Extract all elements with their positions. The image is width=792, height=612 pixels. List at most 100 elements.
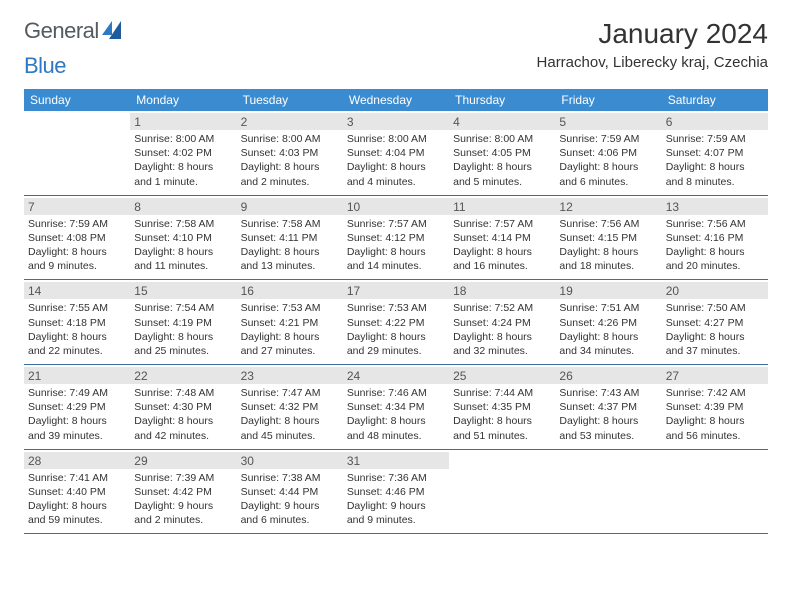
sunset-line: Sunset: 4:22 PM bbox=[347, 316, 445, 330]
week-row: 21Sunrise: 7:49 AMSunset: 4:29 PMDayligh… bbox=[24, 365, 768, 450]
logo: General bbox=[24, 18, 121, 44]
day-cell: 30Sunrise: 7:38 AMSunset: 4:44 PMDayligh… bbox=[237, 450, 343, 534]
sunrise-line: Sunrise: 7:53 AM bbox=[347, 301, 445, 315]
week-row: 7Sunrise: 7:59 AMSunset: 4:08 PMDaylight… bbox=[24, 196, 768, 281]
day-cell bbox=[662, 450, 768, 534]
sunrise-line: Sunrise: 7:57 AM bbox=[347, 217, 445, 231]
day-cell bbox=[24, 111, 130, 195]
sunset-line: Sunset: 4:07 PM bbox=[666, 146, 764, 160]
week-row: 14Sunrise: 7:55 AMSunset: 4:18 PMDayligh… bbox=[24, 280, 768, 365]
day-cell: 15Sunrise: 7:54 AMSunset: 4:19 PMDayligh… bbox=[130, 280, 236, 364]
day-number: 16 bbox=[237, 282, 343, 299]
day-number bbox=[449, 452, 555, 469]
day-number: 19 bbox=[555, 282, 661, 299]
daylight-line: Daylight: 9 hours and 2 minutes. bbox=[134, 499, 232, 527]
daylight-line: Daylight: 8 hours and 2 minutes. bbox=[241, 160, 339, 188]
sunrise-line: Sunrise: 7:42 AM bbox=[666, 386, 764, 400]
day-number: 17 bbox=[343, 282, 449, 299]
location-text: Harrachov, Liberecky kraj, Czechia bbox=[537, 54, 768, 71]
sunset-line: Sunset: 4:16 PM bbox=[666, 231, 764, 245]
sunrise-line: Sunrise: 7:58 AM bbox=[241, 217, 339, 231]
logo-word-1: General bbox=[24, 18, 99, 44]
sunset-line: Sunset: 4:27 PM bbox=[666, 316, 764, 330]
sunrise-line: Sunrise: 7:50 AM bbox=[666, 301, 764, 315]
day-number: 20 bbox=[662, 282, 768, 299]
sunrise-line: Sunrise: 8:00 AM bbox=[453, 132, 551, 146]
sunrise-line: Sunrise: 7:59 AM bbox=[666, 132, 764, 146]
daylight-line: Daylight: 8 hours and 25 minutes. bbox=[134, 330, 232, 358]
day-number: 25 bbox=[449, 367, 555, 384]
day-number: 8 bbox=[130, 198, 236, 215]
day-cell: 4 Sunrise: 8:00 AMSunset: 4:05 PMDaylight… bbox=[449, 111, 555, 195]
daylight-line: Daylight: 8 hours and 34 minutes. bbox=[559, 330, 657, 358]
day-cell: 28Sunrise: 7:41 AMSunset: 4:40 PMDayligh… bbox=[24, 450, 130, 534]
day-cell: 26Sunrise: 7:43 AMSunset: 4:37 PMDayligh… bbox=[555, 365, 661, 449]
day-number bbox=[662, 452, 768, 469]
sunrise-line: Sunrise: 7:54 AM bbox=[134, 301, 232, 315]
daylight-line: Daylight: 8 hours and 9 minutes. bbox=[28, 245, 126, 273]
sunrise-line: Sunrise: 7:56 AM bbox=[666, 217, 764, 231]
sunset-line: Sunset: 4:10 PM bbox=[134, 231, 232, 245]
daylight-line: Daylight: 8 hours and 22 minutes. bbox=[28, 330, 126, 358]
daylight-line: Daylight: 8 hours and 53 minutes. bbox=[559, 414, 657, 442]
day-cell: 3Sunrise: 8:00 AMSunset: 4:04 PMDaylight… bbox=[343, 111, 449, 195]
sunset-line: Sunset: 4:29 PM bbox=[28, 400, 126, 414]
daylight-line: Daylight: 8 hours and 16 minutes. bbox=[453, 245, 551, 273]
day-cell bbox=[555, 450, 661, 534]
weeks-container: 1Sunrise: 8:00 AMSunset: 4:02 PMDaylight… bbox=[24, 111, 768, 534]
day-cell: 6Sunrise: 7:59 AMSunset: 4:07 PMDaylight… bbox=[662, 111, 768, 195]
sunset-line: Sunset: 4:03 PM bbox=[241, 146, 339, 160]
logo-word-2: Blue bbox=[24, 53, 66, 79]
sunset-line: Sunset: 4:04 PM bbox=[347, 146, 445, 160]
daylight-line: Daylight: 8 hours and 1 minute. bbox=[134, 160, 232, 188]
day-cell: 2Sunrise: 8:00 AMSunset: 4:03 PMDaylight… bbox=[237, 111, 343, 195]
day-number: 10 bbox=[343, 198, 449, 215]
daylight-line: Daylight: 8 hours and 39 minutes. bbox=[28, 414, 126, 442]
daylight-line: Daylight: 8 hours and 32 minutes. bbox=[453, 330, 551, 358]
day-number: 4 bbox=[449, 113, 555, 130]
title-block: January 2024 Harrachov, Liberecky kraj, … bbox=[537, 18, 768, 71]
sunset-line: Sunset: 4:12 PM bbox=[347, 231, 445, 245]
weekday-header-row: SundayMondayTuesdayWednesdayThursdayFrid… bbox=[24, 89, 768, 111]
day-cell: 16Sunrise: 7:53 AMSunset: 4:21 PMDayligh… bbox=[237, 280, 343, 364]
day-cell: 13Sunrise: 7:56 AMSunset: 4:16 PMDayligh… bbox=[662, 196, 768, 280]
sunset-line: Sunset: 4:08 PM bbox=[28, 231, 126, 245]
daylight-line: Daylight: 8 hours and 4 minutes. bbox=[347, 160, 445, 188]
daylight-line: Daylight: 8 hours and 20 minutes. bbox=[666, 245, 764, 273]
day-cell: 24Sunrise: 7:46 AMSunset: 4:34 PMDayligh… bbox=[343, 365, 449, 449]
sunset-line: Sunset: 4:40 PM bbox=[28, 485, 126, 499]
sunrise-line: Sunrise: 7:57 AM bbox=[453, 217, 551, 231]
daylight-line: Daylight: 8 hours and 5 minutes. bbox=[453, 160, 551, 188]
daylight-line: Daylight: 8 hours and 29 minutes. bbox=[347, 330, 445, 358]
day-number: 31 bbox=[343, 452, 449, 469]
sunrise-line: Sunrise: 7:51 AM bbox=[559, 301, 657, 315]
sunrise-line: Sunrise: 8:00 AM bbox=[241, 132, 339, 146]
sunset-line: Sunset: 4:37 PM bbox=[559, 400, 657, 414]
day-number: 24 bbox=[343, 367, 449, 384]
sunset-line: Sunset: 4:30 PM bbox=[134, 400, 232, 414]
sunset-line: Sunset: 4:35 PM bbox=[453, 400, 551, 414]
day-number: 18 bbox=[449, 282, 555, 299]
sunset-line: Sunset: 4:26 PM bbox=[559, 316, 657, 330]
day-cell: 31Sunrise: 7:36 AMSunset: 4:46 PMDayligh… bbox=[343, 450, 449, 534]
week-row: 28Sunrise: 7:41 AMSunset: 4:40 PMDayligh… bbox=[24, 450, 768, 535]
day-number: 29 bbox=[130, 452, 236, 469]
sunrise-line: Sunrise: 7:56 AM bbox=[559, 217, 657, 231]
sunset-line: Sunset: 4:05 PM bbox=[453, 146, 551, 160]
sunrise-line: Sunrise: 7:53 AM bbox=[241, 301, 339, 315]
sunrise-line: Sunrise: 7:59 AM bbox=[28, 217, 126, 231]
month-title: January 2024 bbox=[537, 18, 768, 50]
daylight-line: Daylight: 8 hours and 13 minutes. bbox=[241, 245, 339, 273]
sunset-line: Sunset: 4:24 PM bbox=[453, 316, 551, 330]
sunrise-line: Sunrise: 7:58 AM bbox=[134, 217, 232, 231]
weekday-header: Thursday bbox=[449, 89, 555, 111]
sunrise-line: Sunrise: 7:39 AM bbox=[134, 471, 232, 485]
sunrise-line: Sunrise: 7:52 AM bbox=[453, 301, 551, 315]
sunset-line: Sunset: 4:18 PM bbox=[28, 316, 126, 330]
sunrise-line: Sunrise: 7:55 AM bbox=[28, 301, 126, 315]
day-cell: 8Sunrise: 7:58 AMSunset: 4:10 PMDaylight… bbox=[130, 196, 236, 280]
day-number: 21 bbox=[24, 367, 130, 384]
daylight-line: Daylight: 8 hours and 18 minutes. bbox=[559, 245, 657, 273]
day-number: 11 bbox=[449, 198, 555, 215]
weekday-header: Sunday bbox=[24, 89, 130, 111]
